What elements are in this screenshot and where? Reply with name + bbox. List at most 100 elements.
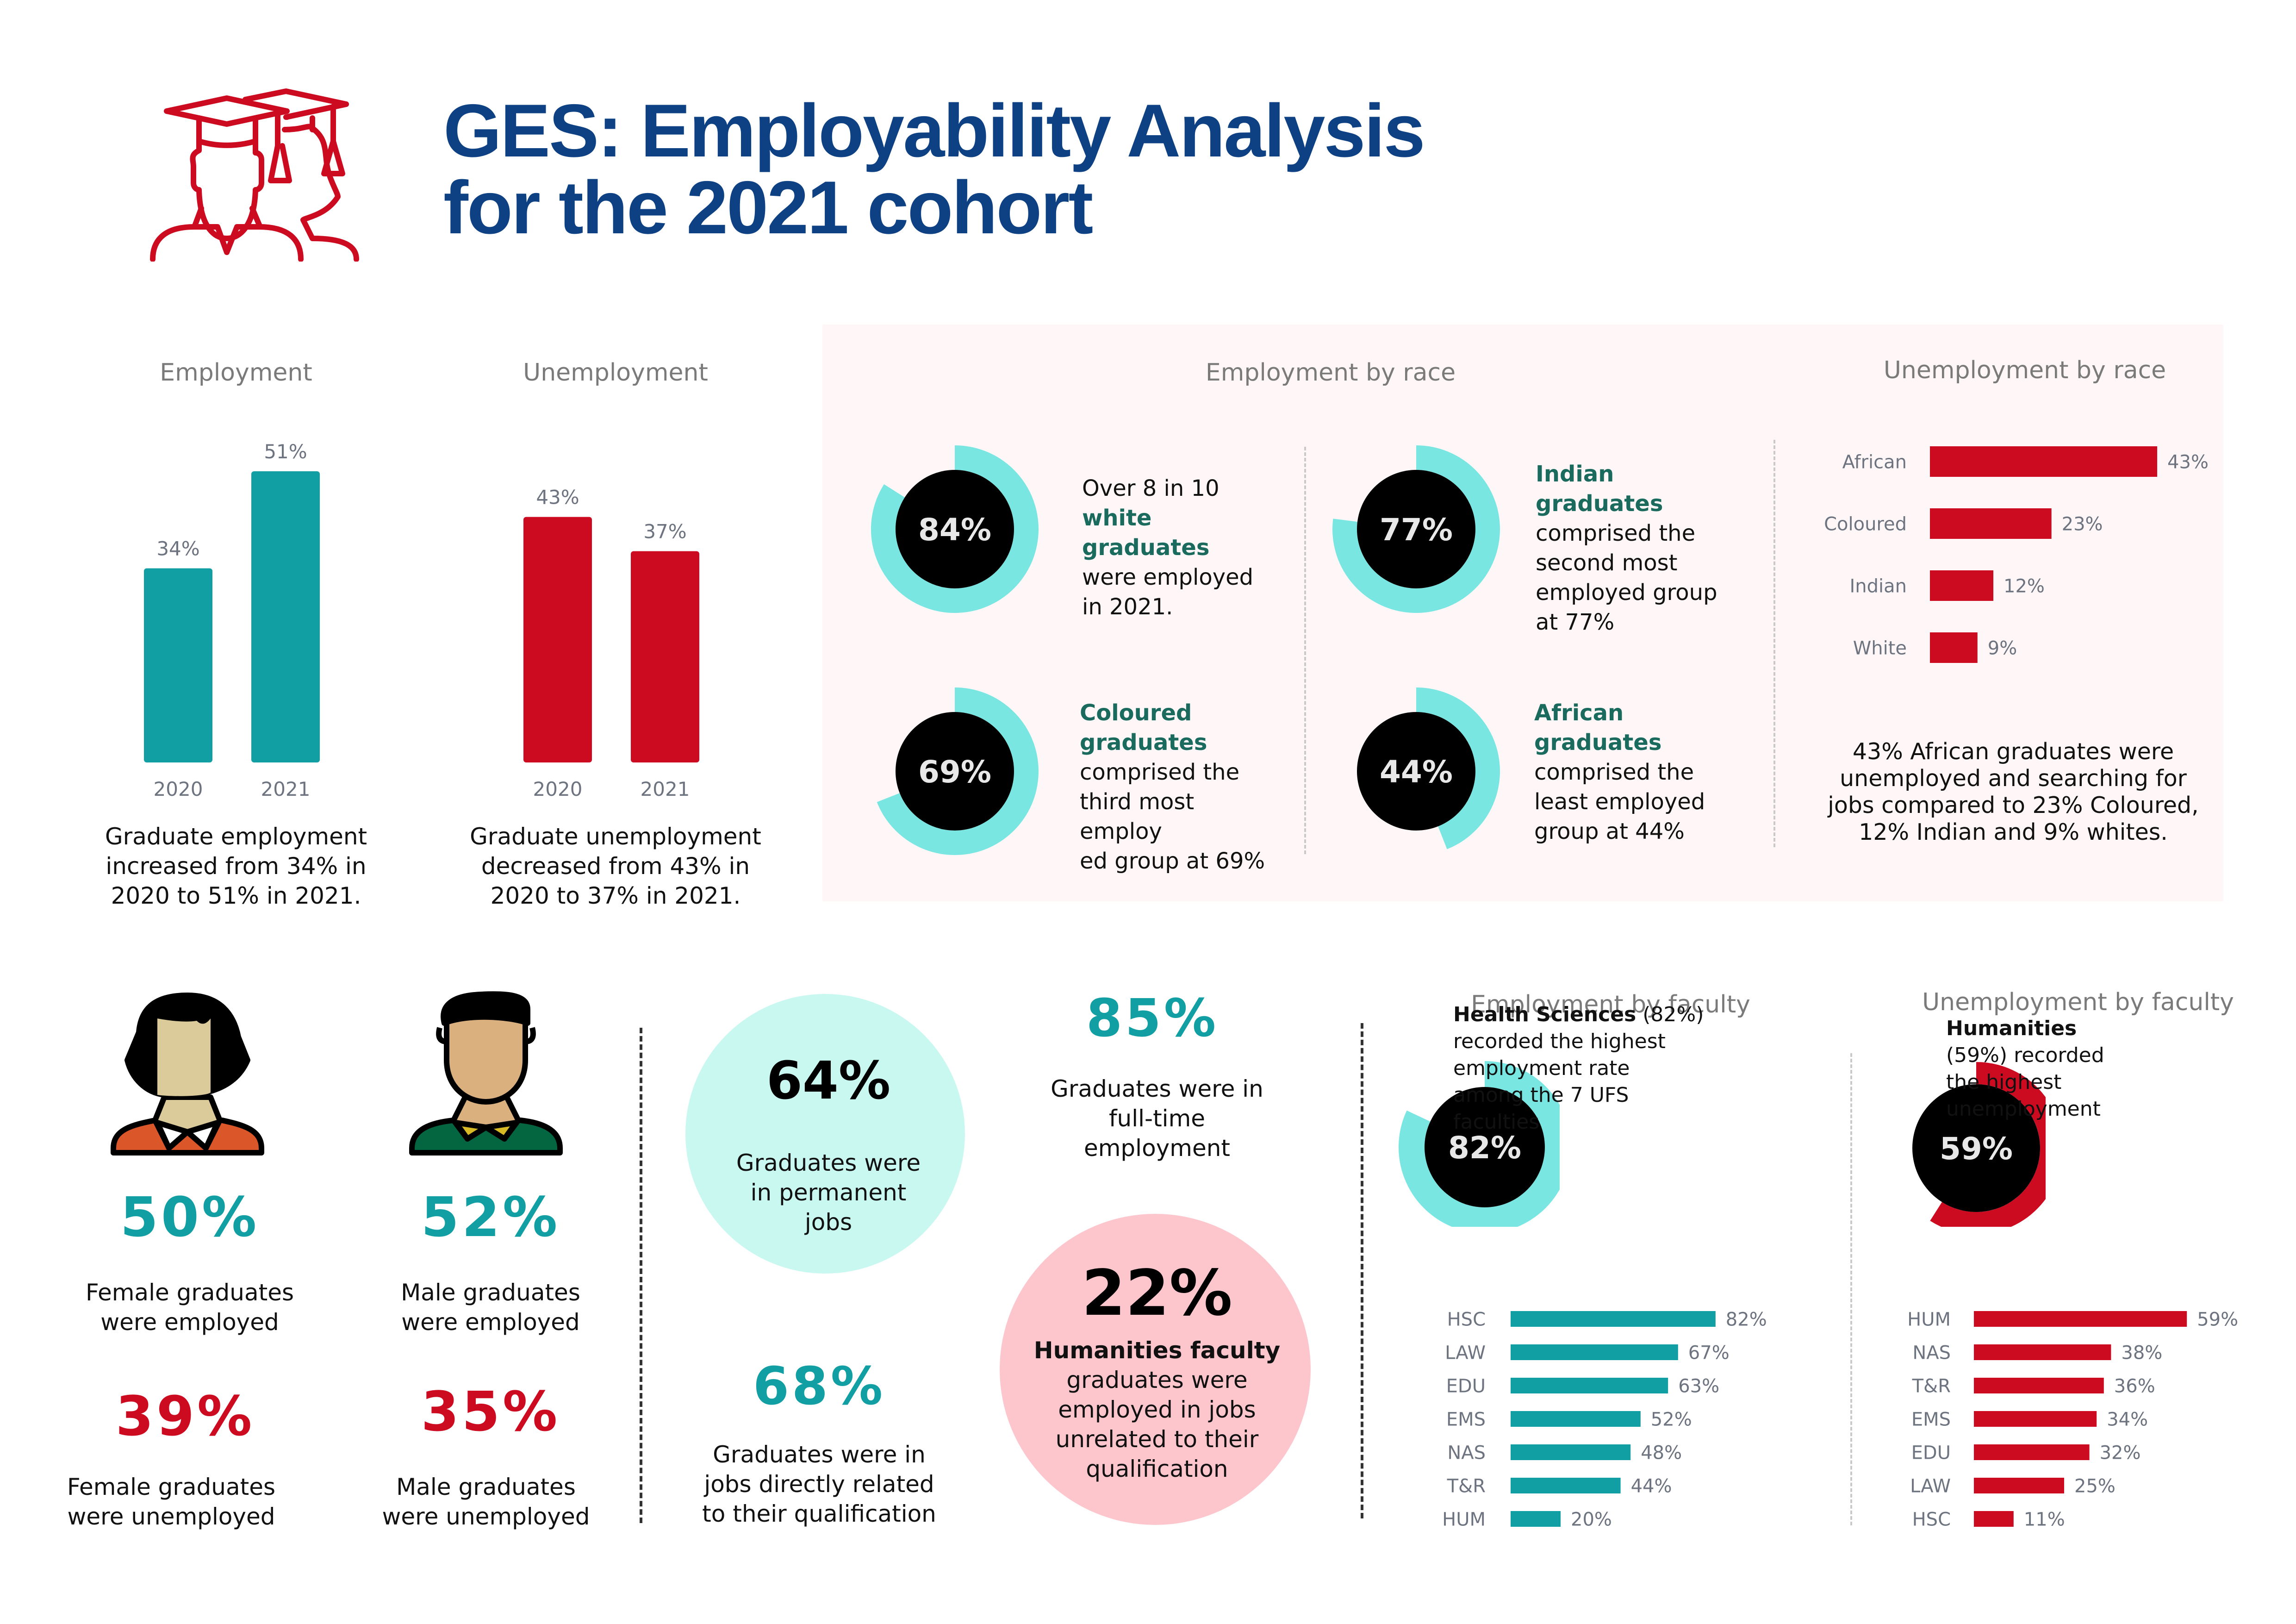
category-label: HSC — [1447, 1309, 1486, 1330]
faculty-text-line: recorded the highest — [1453, 1030, 1666, 1053]
bar-value-label: 52% — [1651, 1409, 1692, 1430]
bar — [1930, 508, 2052, 539]
race-highlight: Coloured — [1080, 700, 1192, 726]
faculty-text-line: faculties — [1453, 1110, 1540, 1134]
donut-ring — [1416, 687, 1500, 849]
bar-value-label: 20% — [1571, 1509, 1612, 1530]
bar — [251, 471, 320, 762]
bar-value-label: 32% — [2100, 1442, 2141, 1463]
bar — [144, 568, 212, 762]
category-label: Coloured — [1824, 513, 1907, 535]
race-text-line: at 77% — [1536, 609, 1615, 635]
unemployment-title: Unemployment — [523, 359, 708, 387]
race-text-line: employed group — [1536, 580, 1717, 606]
bar — [1974, 1444, 2090, 1460]
divider — [1850, 1053, 1852, 1525]
bar — [1511, 1478, 1621, 1493]
bar-value-label: 63% — [1678, 1375, 1719, 1397]
donut-value-label: 69% — [918, 754, 991, 790]
bar — [523, 517, 592, 762]
bar — [1974, 1378, 2104, 1393]
bar-value-label: 11% — [2024, 1509, 2065, 1530]
caption-line: jobs compared to 23% Coloured, — [1828, 792, 2199, 818]
bar-value-label: 9% — [1988, 637, 2017, 659]
race-text-line: comprised the — [1536, 520, 1696, 546]
bar — [1974, 1478, 2064, 1493]
fulltime-text: Graduates were in full-time employment — [1027, 1074, 1287, 1163]
race-text-line: second most — [1536, 550, 1678, 576]
page-title: GES: Employability Analysis for the 2021… — [443, 89, 1425, 246]
category-label: EMS — [1911, 1409, 1951, 1430]
caption-line: 43% African graduates were — [1852, 738, 2174, 765]
permanent-jobs-value: 64% — [766, 1051, 891, 1111]
race-text-line: least employed — [1534, 789, 1705, 815]
caption-line: Graduate employment — [105, 823, 367, 850]
female-employed-value: 50% — [120, 1185, 260, 1249]
category-label: Indian — [1849, 575, 1907, 597]
stat-line: qualification — [1086, 1455, 1228, 1482]
bar — [631, 551, 699, 762]
related-jobs-text: Graduates were in jobs directly related … — [685, 1440, 953, 1529]
faculty-unemployment-donut: 59% — [1912, 1062, 2046, 1227]
bar-value-label: 23% — [2062, 513, 2103, 535]
caption-line: 2020 to 51% in 2021. — [111, 882, 361, 909]
caption-line: increased from 34% in — [106, 853, 367, 880]
category-label: T&R — [1447, 1475, 1486, 1497]
category-label: White — [1853, 637, 1907, 659]
humanities-unrelated-text: Humanities faculty graduates were employ… — [1023, 1336, 1291, 1484]
caption-line: Graduate unemployment — [470, 823, 761, 850]
faculty-bold: Health Sciences — [1453, 1003, 1636, 1026]
stat-line: to their qualification — [702, 1500, 936, 1527]
race-text-line: ed group at 69% — [1080, 848, 1265, 874]
male-graduate-icon — [409, 991, 563, 1156]
race-text-line: were employed — [1082, 564, 1254, 590]
female-unemployed-value: 39% — [115, 1384, 255, 1448]
male-unemployed-value: 35% — [421, 1380, 560, 1443]
faculty-bold: Humanities — [1946, 1017, 2077, 1040]
unemployment-by-race-caption: 43% African graduates were unemployed an… — [1791, 738, 2235, 846]
donut-center — [896, 712, 1014, 831]
faculty-text-line: employment rate — [1453, 1056, 1630, 1080]
race-text-line: Over 8 in 10 — [1082, 475, 1220, 501]
bar — [1511, 1378, 1668, 1393]
bar — [1511, 1344, 1678, 1360]
donut-center — [1357, 712, 1475, 831]
bar — [1511, 1311, 1716, 1327]
bar-value-label: 25% — [2074, 1475, 2116, 1497]
unemployment-by-race-chart: African 43% Coloured 23% Indian 12% White 9% — [1824, 446, 2208, 663]
stat-line: Female graduates — [85, 1279, 294, 1306]
category-label: NAS — [1912, 1342, 1951, 1363]
donut-center — [1425, 1087, 1545, 1207]
male-unemployed-text: Male graduates were unemployed — [356, 1472, 616, 1531]
bar — [1974, 1311, 2187, 1327]
title-line-1: GES: Employability Analysis — [443, 89, 1425, 173]
bar-value-label: 34% — [2107, 1409, 2148, 1430]
race-text-line: comprised the — [1534, 759, 1694, 785]
faculty-text-line: (59%) recorded — [1946, 1043, 2104, 1067]
female-unemployed-text: Female graduates were unemployed — [42, 1472, 301, 1531]
related-jobs-value: 68% — [753, 1356, 886, 1417]
race-text-coloured: Coloured graduates comprised the third m… — [1080, 698, 1283, 876]
employment-by-faculty-chart: HSC 82% LAW 67% EDU 63% EMS 52% NAS 48% T&R 44% HUM 2… — [1442, 1309, 1767, 1530]
employment-bar-chart: 34% 2020 51% 2021 — [144, 440, 320, 800]
stat-line: employment — [1083, 1135, 1231, 1162]
category-label: HSC — [1912, 1509, 1951, 1530]
graduates-icon — [150, 88, 359, 262]
stat-line: jobs directly related — [704, 1471, 934, 1498]
donut-value-label: 82% — [1448, 1130, 1521, 1166]
stat-bold: Humanities faculty — [1033, 1337, 1281, 1364]
donut-ring — [871, 445, 1039, 613]
race-text-line: third most employ — [1080, 789, 1195, 844]
donut-ring — [1930, 1062, 2046, 1227]
bar — [1511, 1444, 1631, 1460]
race-donuts: 84% 77% 69% 44% — [871, 445, 1500, 855]
donut-ring — [1332, 445, 1500, 613]
fulltime-value: 85% — [1086, 988, 1219, 1049]
category-label: EMS — [1446, 1409, 1486, 1430]
female-employed-text: Female graduates were employed — [60, 1278, 319, 1337]
stat-line: in permanent — [750, 1179, 907, 1206]
donut-value-label: 44% — [1380, 754, 1453, 790]
bar-value-label: 12% — [2004, 575, 2045, 597]
race-text-african: African graduates comprised the least em… — [1534, 698, 1729, 846]
stat-line: Male graduates — [396, 1474, 576, 1500]
